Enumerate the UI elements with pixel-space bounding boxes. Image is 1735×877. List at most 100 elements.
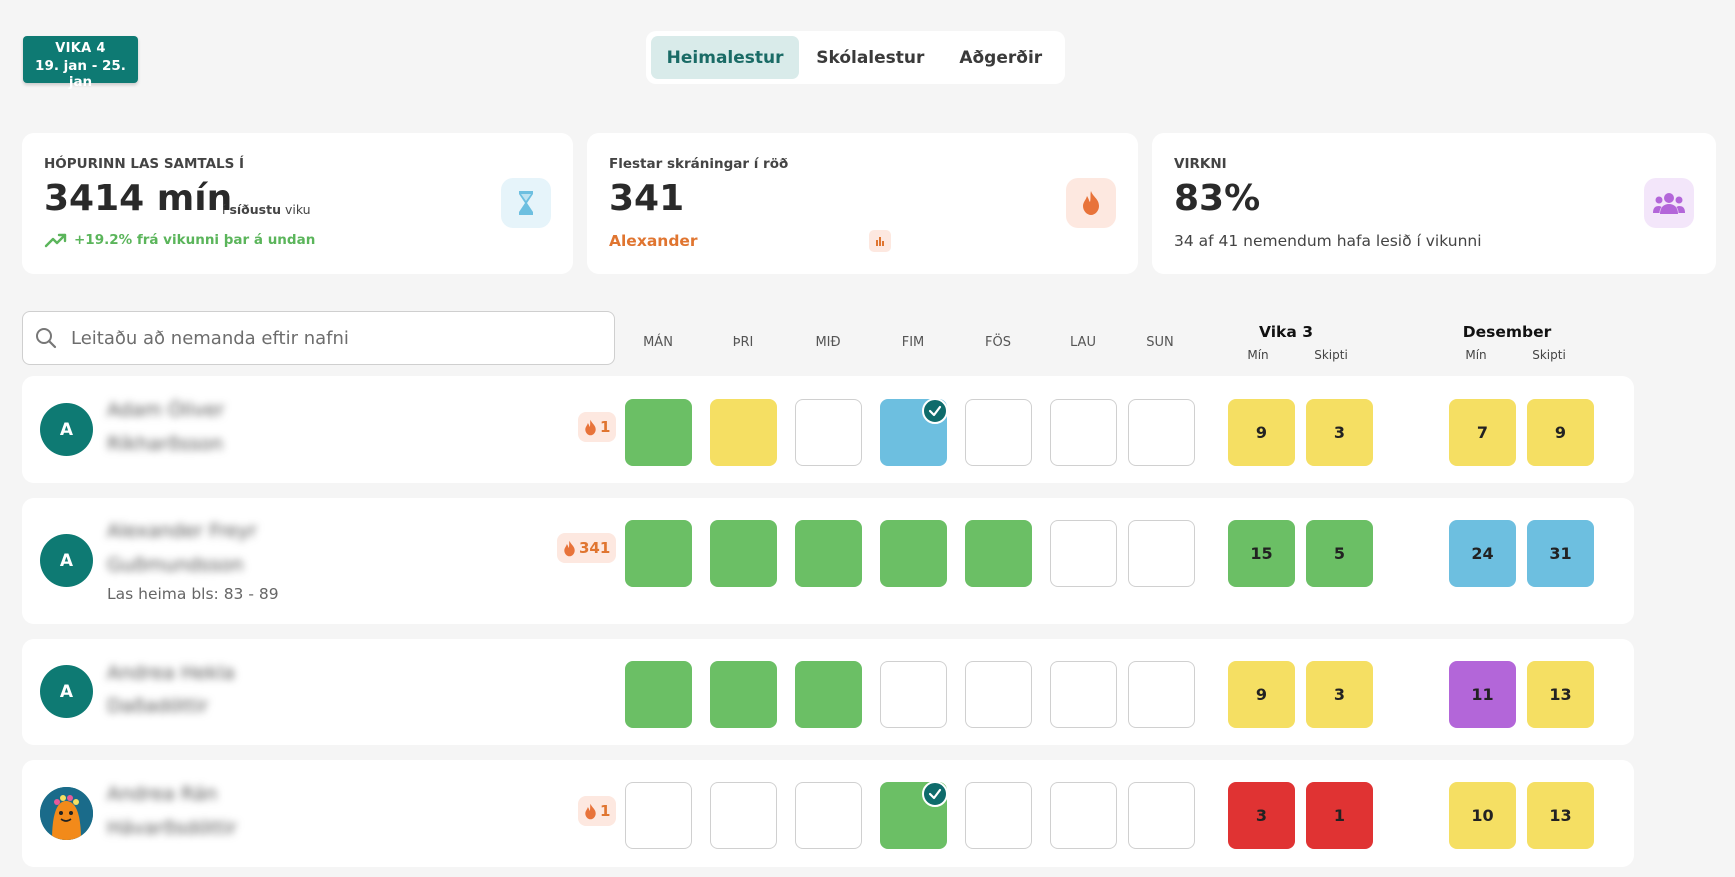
card-label: Flestar skráningar í röð bbox=[609, 156, 789, 172]
streak-badge: 1 bbox=[578, 412, 617, 442]
avatar bbox=[40, 787, 93, 840]
streak-count: 1 bbox=[600, 802, 611, 820]
hourglass-icon bbox=[501, 178, 551, 228]
day-cell-wed[interactable] bbox=[795, 782, 862, 849]
student-last-name: Daðadóttir bbox=[107, 695, 209, 717]
day-cell-wed[interactable] bbox=[795, 399, 862, 466]
week-badge[interactable]: VIKA 4 19. jan - 25. jan bbox=[23, 36, 138, 90]
student-row[interactable]: A Andrea Hekla Daðadóttir 9 3 11 13 bbox=[22, 639, 1634, 745]
tab-adgerdir[interactable]: Aðgerðir bbox=[959, 47, 1043, 68]
day-cell-mon[interactable] bbox=[625, 520, 692, 587]
day-cell-thu[interactable] bbox=[880, 661, 947, 728]
flame-icon bbox=[585, 419, 596, 435]
day-cell-fri[interactable] bbox=[965, 661, 1032, 728]
day-cell-tue[interactable] bbox=[710, 399, 777, 466]
check-icon bbox=[922, 398, 948, 424]
flame-icon bbox=[585, 803, 596, 819]
week3-minutes: 9 bbox=[1228, 661, 1295, 728]
tab-skolalestur[interactable]: Skólalestur bbox=[816, 47, 925, 68]
day-cell-thu[interactable] bbox=[880, 398, 948, 466]
day-header-tue: ÞRI bbox=[732, 335, 754, 350]
day-header-mon: MÁN bbox=[643, 335, 673, 350]
check-icon bbox=[922, 781, 948, 807]
day-cell-wed[interactable] bbox=[795, 520, 862, 587]
streak-badge: 1 bbox=[578, 796, 617, 826]
december-header: Desember bbox=[1462, 323, 1552, 341]
day-cell-tue[interactable] bbox=[710, 520, 777, 587]
avatar: A bbox=[40, 534, 93, 587]
day-cell-sun[interactable] bbox=[1128, 520, 1195, 587]
trend: +19.2% frá vikunni þar á undan bbox=[44, 232, 315, 248]
week3-times: 3 bbox=[1306, 661, 1373, 728]
day-header-fri: FÖS bbox=[985, 335, 1011, 350]
day-cell-sat[interactable] bbox=[1050, 520, 1117, 587]
day-cell-sun[interactable] bbox=[1128, 399, 1195, 466]
student-first-name: Andrea Rán bbox=[107, 783, 218, 805]
day-cell-thu[interactable] bbox=[880, 520, 947, 587]
day-cell-tue[interactable] bbox=[710, 661, 777, 728]
tab-heimalestur[interactable]: Heimalestur bbox=[651, 36, 800, 79]
december-times: 31 bbox=[1527, 520, 1594, 587]
avatar: A bbox=[40, 403, 93, 456]
day-cell-sat[interactable] bbox=[1050, 782, 1117, 849]
student-last-name: Hávarðsdóttir bbox=[107, 817, 237, 839]
december-minutes: 11 bbox=[1449, 661, 1516, 728]
week3-minutes: 9 bbox=[1228, 399, 1295, 466]
activity-card: VIRKNI 83% 34 af 41 nemendum hafa lesið … bbox=[1152, 133, 1716, 274]
day-cell-sun[interactable] bbox=[1128, 782, 1195, 849]
day-cell-sun[interactable] bbox=[1128, 661, 1195, 728]
student-row[interactable]: A Alexander Freyr Guðmundsson Las heima … bbox=[22, 498, 1634, 624]
student-row[interactable]: A Adam Óliver Ríkharðsson 1 9 3 7 9 bbox=[22, 376, 1634, 483]
card-label: HÓPURINN LAS SAMTALS Í bbox=[44, 156, 245, 172]
character-avatar-icon bbox=[40, 787, 93, 840]
student-search bbox=[22, 311, 615, 365]
student-last-name: Guðmundsson bbox=[107, 554, 244, 576]
week-range: 19. jan - 25. jan bbox=[35, 58, 126, 90]
week3-times-header: Skipti bbox=[1314, 348, 1348, 362]
day-cell-sat[interactable] bbox=[1050, 399, 1117, 466]
users-icon bbox=[1644, 178, 1694, 228]
period-pre: í bbox=[222, 202, 230, 217]
trend-up-icon bbox=[44, 233, 67, 248]
flame-icon bbox=[1066, 178, 1116, 228]
period-bold: síðustu bbox=[229, 202, 281, 217]
day-cell-fri[interactable] bbox=[965, 399, 1032, 466]
day-cell-wed[interactable] bbox=[795, 661, 862, 728]
week3-min-header: Mín bbox=[1247, 348, 1269, 362]
day-cell-mon[interactable] bbox=[625, 661, 692, 728]
period-post: viku bbox=[280, 202, 311, 217]
search-input[interactable] bbox=[71, 327, 591, 349]
student-first-name: Adam Óliver bbox=[107, 399, 225, 421]
day-header-sun: SUN bbox=[1146, 335, 1174, 350]
december-minutes: 24 bbox=[1449, 520, 1516, 587]
day-cell-mon[interactable] bbox=[625, 782, 692, 849]
day-cell-tue[interactable] bbox=[710, 782, 777, 849]
student-first-name: Andrea Hekla bbox=[107, 662, 235, 684]
day-header-wed: MIÐ bbox=[815, 335, 841, 350]
december-minutes: 7 bbox=[1449, 399, 1516, 466]
card-label: VIRKNI bbox=[1174, 156, 1227, 172]
period-text: í síðustu viku bbox=[222, 202, 311, 217]
pages-read: Las heima bls: 83 - 89 bbox=[107, 585, 279, 603]
december-min-header: Mín bbox=[1465, 348, 1487, 362]
activity-description: 34 af 41 nemendum hafa lesið í vikunni bbox=[1174, 232, 1482, 250]
day-cell-fri[interactable] bbox=[965, 782, 1032, 849]
december-times: 9 bbox=[1527, 399, 1594, 466]
december-minutes: 10 bbox=[1449, 782, 1516, 849]
bar-chart-icon[interactable] bbox=[869, 230, 891, 252]
student-row[interactable]: Andrea Rán Hávarðsdóttir 1 3 1 10 13 bbox=[22, 760, 1634, 867]
student-last-name: Ríkharðsson bbox=[107, 433, 224, 455]
flame-icon bbox=[564, 540, 575, 556]
tab-bar: Heimalestur Skólalestur Aðgerðir bbox=[646, 31, 1065, 84]
week3-minutes: 15 bbox=[1228, 520, 1295, 587]
day-cell-mon[interactable] bbox=[625, 399, 692, 466]
streak-badge: 341 bbox=[557, 533, 617, 563]
day-cell-fri[interactable] bbox=[965, 520, 1032, 587]
day-cell-sat[interactable] bbox=[1050, 661, 1117, 728]
day-header-thu: FIM bbox=[901, 335, 925, 350]
streak-card: Flestar skráningar í röð 341 Alexander bbox=[587, 133, 1138, 274]
avatar: A bbox=[40, 665, 93, 718]
day-header-sat: LAU bbox=[1070, 335, 1096, 350]
day-cell-thu[interactable] bbox=[880, 781, 948, 849]
december-times-header: Skipti bbox=[1532, 348, 1566, 362]
